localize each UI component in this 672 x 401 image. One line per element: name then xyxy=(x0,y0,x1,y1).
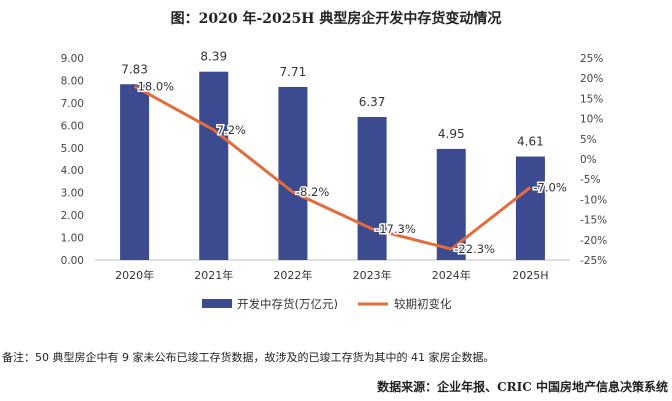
x-axis: 2020年 2021年 2022年 2023年 2024年 2025H xyxy=(115,268,548,282)
right-tick-label: 10% xyxy=(580,114,603,126)
left-tick-label: 2.00 xyxy=(61,210,84,222)
bar xyxy=(515,156,545,260)
right-tick-label: -5% xyxy=(580,174,600,186)
line-series xyxy=(133,84,532,251)
right-tick-label: 25% xyxy=(580,53,603,65)
x-tick-label: 2025H xyxy=(512,269,548,282)
bar xyxy=(278,86,308,260)
left-tick-label: 9.00 xyxy=(61,53,84,65)
bar-value-label: 8.39 xyxy=(200,50,227,64)
data-source: 数据来源：企业年报、CRIC 中国房地产信息决策系统 xyxy=(377,380,668,394)
bar-value-label: 4.95 xyxy=(438,127,465,141)
bar-value-label: 7.71 xyxy=(280,65,307,79)
left-tick-label: 1.00 xyxy=(61,233,84,245)
left-tick-label: 4.00 xyxy=(61,165,84,177)
footnote: 备注：50 典型房企中有 9 家未公布已竣工存货数据，故涉及的已竣工存货为其中的… xyxy=(2,351,495,364)
bar xyxy=(199,71,229,261)
x-tick-label: 2020年 xyxy=(115,268,154,282)
bar xyxy=(120,84,150,260)
line-value-label: 18.0% xyxy=(138,79,175,93)
x-tick-label: 2021年 xyxy=(194,268,233,282)
left-tick-label: 8.00 xyxy=(61,75,84,87)
line-value-label: -22.3% xyxy=(454,242,495,256)
bar-value-label: 7.83 xyxy=(121,62,148,76)
left-tick-label: 5.00 xyxy=(61,143,84,155)
line-value-label: -17.3% xyxy=(375,222,416,236)
left-tick-label: 6.00 xyxy=(61,120,84,132)
legend: 开发中存货(万亿元) 较期初变化 xyxy=(202,297,452,311)
line-path xyxy=(133,84,532,251)
bar-series xyxy=(120,71,545,261)
x-tick-label: 2023年 xyxy=(353,268,392,282)
right-tick-label: -10% xyxy=(580,194,607,206)
line-value-label: -8.2% xyxy=(296,185,329,199)
bar xyxy=(357,117,387,260)
bar-data-labels: 7.83 8.39 7.71 6.37 4.95 4.61 xyxy=(121,50,544,149)
x-tick-label: 2022年 xyxy=(273,268,312,282)
legend-swatch-bar xyxy=(202,299,232,308)
bar-value-label: 4.61 xyxy=(517,135,544,149)
right-tick-label: -15% xyxy=(580,215,607,227)
right-tick-label: -25% xyxy=(580,255,607,267)
bar-value-label: 6.37 xyxy=(359,95,386,109)
right-tick-label: -20% xyxy=(580,235,607,247)
left-tick-label: 0.00 xyxy=(61,255,84,267)
line-data-labels: 18.0% 7.2% -8.2% -17.3% -22.3% -7.0% xyxy=(136,78,568,258)
right-tick-label: 0% xyxy=(580,154,597,166)
x-tick-label: 2024年 xyxy=(432,268,471,282)
left-tick-label: 7.00 xyxy=(61,98,84,110)
legend-label-line: 较期初变化 xyxy=(394,297,452,311)
right-tick-label: 5% xyxy=(580,134,597,146)
left-tick-label: 3.00 xyxy=(61,188,84,200)
legend-label-bar: 开发中存货(万亿元) xyxy=(237,297,338,311)
right-tick-label: 20% xyxy=(580,73,603,85)
chart-title: 图：2020 年-2025H 典型房企开发中存货变动情况 xyxy=(170,11,502,27)
right-tick-label: 15% xyxy=(580,93,603,105)
right-axis: -25% -20% -15% -10% -5% 0% 5% 10% 15% 20% 25% xyxy=(580,53,607,267)
line-value-label: 7.2% xyxy=(217,123,246,137)
line-value-label: -7.0% xyxy=(533,180,566,194)
left-axis: 0.00 1.00 2.00 3.00 4.00 5.00 6.00 7.00 8.00 9.00 xyxy=(61,53,84,267)
